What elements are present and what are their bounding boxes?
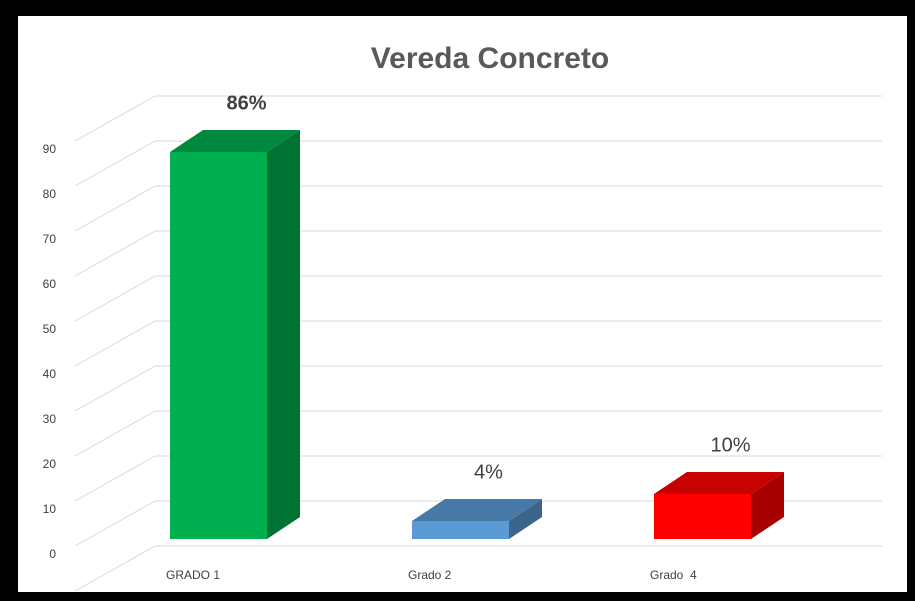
grid-diagonal <box>74 365 156 412</box>
grid-diagonal <box>74 140 156 187</box>
data-label: 4% <box>474 461 503 483</box>
bar-top <box>170 130 300 152</box>
y-tick-label: 80 <box>43 187 57 201</box>
grid-diagonal <box>74 95 156 142</box>
grid-diagonal <box>74 545 156 592</box>
y-tick-label: 50 <box>43 322 57 336</box>
grid-diagonal <box>74 410 156 457</box>
grid-diagonal <box>74 275 156 322</box>
y-tick-label: 0 <box>49 547 56 561</box>
data-label: 10% <box>710 434 750 456</box>
grid-diagonal <box>74 185 156 232</box>
y-tick-label: 60 <box>43 277 57 291</box>
y-tick-label: 10 <box>43 502 57 516</box>
x-tick-label: Grado 4 <box>650 568 697 582</box>
y-tick-label: 70 <box>43 232 57 246</box>
bar-side <box>509 499 542 539</box>
chart-title: Vereda Concreto <box>371 42 609 75</box>
x-tick-label: Grado 2 <box>408 568 452 582</box>
bar-top <box>412 499 542 521</box>
bar-side <box>267 130 300 539</box>
y-tick-label: 30 <box>43 412 57 426</box>
y-tick-label: 90 <box>43 142 57 156</box>
bar <box>412 521 509 539</box>
y-tick-label: 40 <box>43 367 57 381</box>
grid-diagonal <box>74 500 156 547</box>
grid-diagonal <box>74 455 156 502</box>
grid-diagonal <box>74 230 156 277</box>
bar <box>654 494 751 539</box>
data-label: 86% <box>226 92 266 114</box>
grid-diagonal <box>74 320 156 367</box>
x-tick-label: GRADO 1 <box>166 568 220 582</box>
bar-side <box>751 472 784 539</box>
y-tick-label: 20 <box>43 457 57 471</box>
bar <box>170 152 267 539</box>
bar-top <box>654 472 784 494</box>
